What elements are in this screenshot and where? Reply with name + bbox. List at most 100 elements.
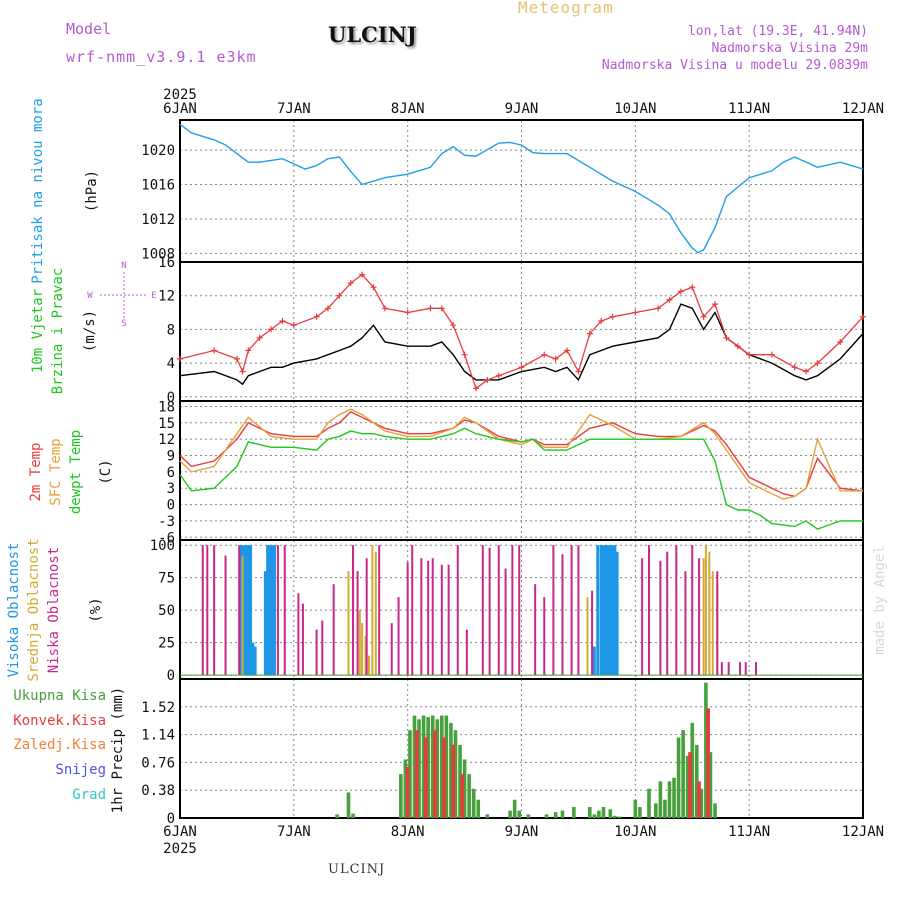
cloud-low-bar (754, 662, 757, 676)
precip-total-bar (676, 737, 681, 818)
ytick-label: 75 (158, 571, 175, 587)
cloud-mid-bar (361, 623, 364, 676)
xtick-label-bottom: 9JAN (505, 824, 539, 840)
precip-total-bar (417, 719, 421, 818)
wind-gust-marker (245, 347, 252, 354)
wind-gust-marker (268, 326, 275, 333)
cloud-high-bar (615, 551, 619, 676)
precip-conv-bar (706, 708, 710, 818)
wind-gust-marker (427, 305, 434, 312)
precip-total-bar (704, 682, 708, 818)
xtick-label-bottom: 12JAN (842, 824, 884, 840)
precip-total-bar (346, 792, 351, 818)
model-name: wrf-nmm_v3.9.1 e3km (66, 48, 257, 66)
ytick-label: -6 (158, 530, 175, 546)
ytick-label: 0.76 (141, 755, 175, 771)
cloud-low-bar (352, 545, 355, 676)
wind-gust-marker (860, 313, 866, 320)
model-elevation-label: Nadmorska Visina u modelu 29.0839m (601, 58, 868, 73)
cloud-high-bar (253, 646, 257, 676)
xtick-label-top: 9JAN (505, 101, 539, 117)
wind-gust-marker (450, 322, 457, 329)
cloud-low-bar (481, 545, 484, 676)
precip-total-bar (695, 744, 699, 818)
wind-gust-marker (723, 334, 730, 341)
precip-total-bar (708, 752, 713, 818)
precip-total-bar (690, 722, 695, 818)
wind-title-line2: Brzina i Pravac (50, 268, 66, 394)
wind-gust-marker (552, 355, 559, 362)
precip-total-bar (335, 814, 339, 818)
cloud-mid-bar (704, 545, 707, 676)
xtick-label-top: 8JAN (391, 101, 425, 117)
wind-gust-marker (655, 305, 662, 312)
cloud-low-bar (283, 545, 286, 676)
meteogram-label: Meteogram (518, 0, 614, 17)
precip-total-bar (560, 810, 565, 818)
wind-gust-marker (677, 288, 684, 295)
wind-gust-marker (518, 364, 525, 371)
elevation-label: Nadmorska Visina 29m (711, 41, 868, 56)
precip-conv-bar (424, 737, 428, 818)
cloud-high-bar (592, 646, 596, 676)
cloud-mid-bar (708, 551, 711, 676)
wind-gust-line (179, 273, 864, 390)
precip-total-bar (601, 807, 606, 818)
lonlat-label: lon,lat (19.3E, 41.94N) (687, 24, 868, 39)
precip-total-bar (351, 813, 355, 818)
cloud-low-bar (297, 593, 300, 676)
precip-total-bar (663, 799, 667, 818)
cloud-low-bar (488, 547, 491, 676)
precip-total-bar (699, 788, 704, 818)
dewpt-line (179, 427, 863, 530)
cloud-high-bar (606, 545, 610, 676)
cloud-high-bar (263, 571, 267, 676)
wind-title-line1: 10m Vjetar (30, 289, 46, 373)
ytick-label: 0.38 (141, 783, 175, 799)
ytick-label: 50 (158, 603, 175, 619)
precip-total-bar (544, 814, 549, 818)
compass-west-label: W (87, 291, 93, 301)
precip-legend-item: Konvek.Kisa (13, 713, 106, 729)
cloud-mid-bar (374, 551, 377, 676)
station-title: ULCINJ (328, 22, 417, 47)
wind-gust-marker (381, 305, 388, 312)
precip-total-bar (430, 715, 435, 818)
wind-gust-marker (541, 351, 548, 358)
precip-total-bar (685, 755, 690, 818)
ytick-label: 1020 (141, 143, 175, 159)
wind-speed-line (179, 303, 864, 386)
cloud-low-bar (518, 545, 521, 676)
precip-total-bar (508, 810, 512, 818)
precip-total-bar (553, 812, 558, 818)
precip-total-bar (613, 815, 617, 818)
ytick-label: 1012 (141, 212, 175, 228)
cloud-low-bar (447, 564, 450, 676)
compass-north-label: N (121, 261, 126, 271)
cloud-high-bar (239, 545, 243, 676)
cloud-low-bar (465, 629, 468, 676)
wind-gust-marker (211, 347, 218, 354)
wind-gust-marker (347, 280, 354, 287)
wind-gust-marker (239, 368, 246, 375)
wind-gust-marker (598, 317, 605, 324)
precip-total-bar (476, 799, 481, 818)
cloud-mid-bar (586, 597, 589, 676)
wind-gust-marker (814, 360, 821, 367)
precip-total-bar (467, 774, 471, 818)
cloud-low-bar (504, 568, 507, 676)
xtick-label-top: 12JAN (842, 101, 884, 117)
ytick-label: 1.52 (141, 700, 175, 716)
dewpt-label: dewpt Temp (68, 430, 84, 514)
xtick-label-top: 7JAN (277, 101, 311, 117)
ytick-label: 18 (158, 399, 175, 415)
panel-0: 1008 1012 1016 1020 (141, 119, 864, 263)
wind-gust-marker (746, 351, 753, 358)
cloud-low-bar (570, 545, 573, 676)
compass-cross-icon (100, 272, 148, 318)
cloud-high-bar (246, 545, 250, 676)
cloud-low-bar (720, 662, 723, 676)
cloud-high-bar (272, 545, 276, 676)
